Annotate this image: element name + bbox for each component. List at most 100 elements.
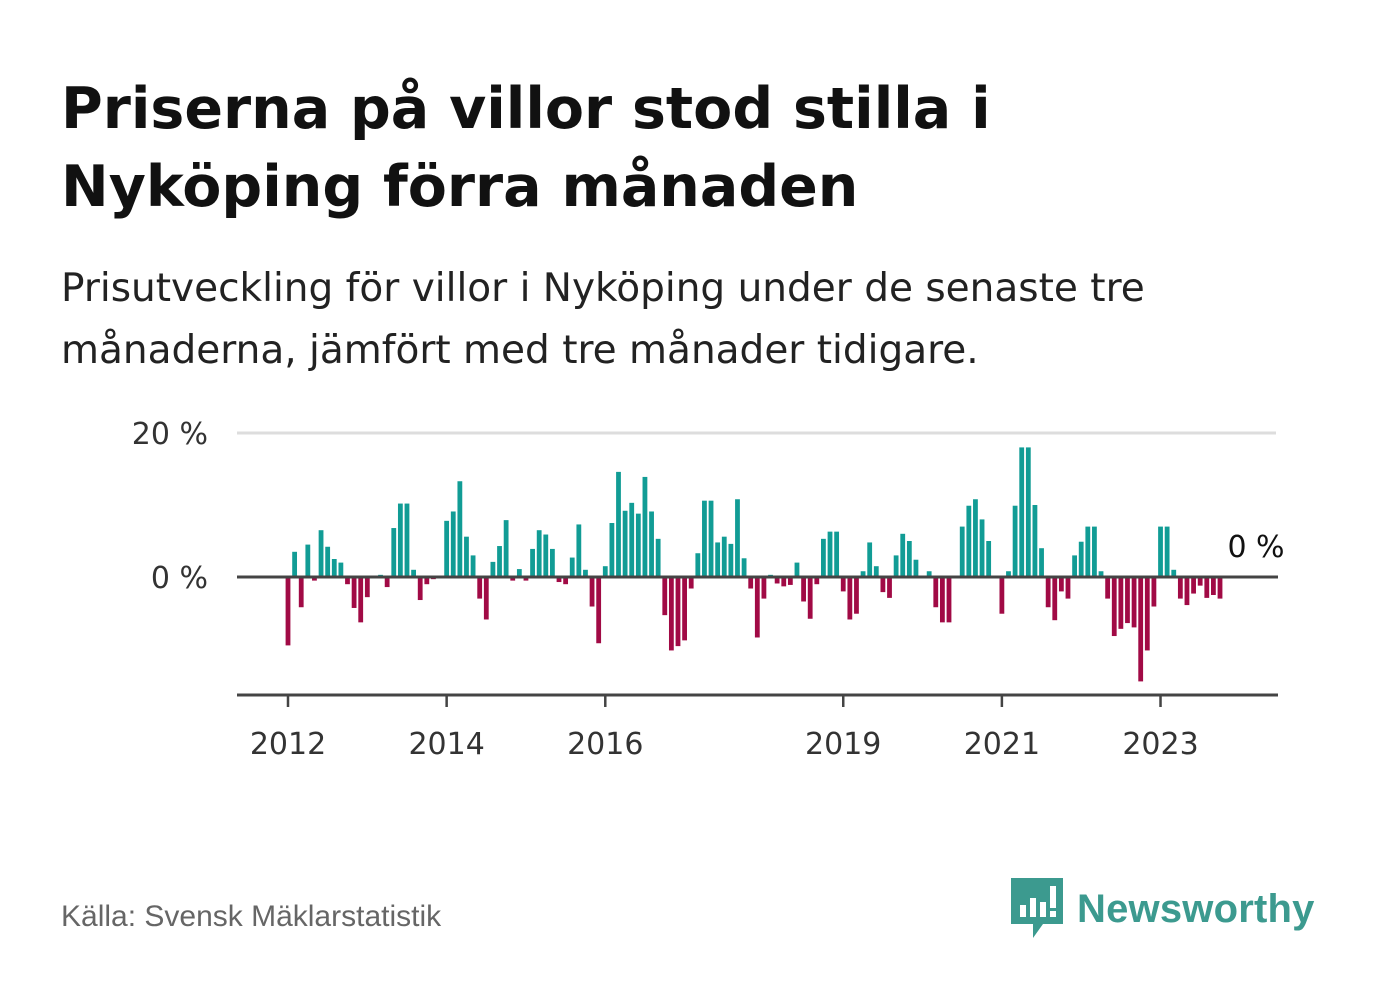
bar	[1012, 505, 1018, 577]
bar	[1204, 577, 1210, 598]
bar	[1211, 577, 1216, 595]
bar	[556, 577, 562, 583]
bar	[1111, 577, 1117, 637]
bar	[477, 577, 483, 599]
bar	[1078, 541, 1084, 577]
bar	[959, 526, 965, 577]
bar	[483, 577, 489, 620]
bar	[338, 562, 344, 577]
bar	[364, 577, 370, 598]
bar	[1151, 577, 1157, 607]
newsworthy-brand[interactable]: Newsworthy	[1011, 878, 1315, 940]
bar	[900, 533, 906, 577]
bar	[834, 531, 840, 577]
bar	[1118, 577, 1124, 629]
bar	[536, 530, 542, 577]
bar	[807, 577, 813, 619]
bar	[450, 511, 456, 577]
bar	[906, 541, 912, 577]
bar	[708, 500, 714, 577]
bar	[358, 577, 364, 623]
bar	[305, 544, 311, 577]
bar	[503, 520, 509, 577]
bar	[1158, 526, 1163, 577]
bar	[966, 505, 972, 577]
bar	[470, 555, 476, 577]
bar	[682, 577, 687, 641]
bar	[510, 577, 516, 581]
bar	[1171, 569, 1177, 577]
bar	[893, 555, 899, 577]
bar	[622, 510, 628, 577]
bar	[318, 530, 324, 577]
bar	[1065, 577, 1071, 599]
bar	[847, 577, 853, 620]
bar	[1197, 577, 1203, 586]
bar	[973, 499, 978, 577]
bar	[1138, 577, 1144, 682]
bar	[1052, 577, 1058, 621]
bar	[1025, 447, 1031, 577]
last-value-label: 0 %	[1227, 530, 1284, 565]
bar	[1098, 571, 1104, 577]
bar	[490, 561, 496, 577]
bar	[424, 577, 430, 585]
bar	[1072, 555, 1077, 577]
bar	[1019, 447, 1025, 577]
bar	[351, 577, 357, 608]
bar	[642, 476, 648, 577]
bar	[1131, 577, 1137, 628]
bar	[860, 571, 866, 577]
bar	[1058, 577, 1064, 592]
x-tick-label: 2023	[1122, 727, 1198, 762]
bar	[596, 577, 602, 644]
bar	[748, 577, 754, 589]
bar	[1105, 577, 1111, 599]
bar	[609, 523, 615, 577]
bar	[417, 577, 423, 601]
bar	[873, 566, 879, 577]
bar	[331, 559, 337, 577]
bar	[880, 577, 886, 593]
chart-title: Priserna på villor stod stilla i Nyköpin…	[61, 76, 991, 220]
bar	[1144, 577, 1150, 651]
bar	[563, 577, 569, 585]
bar	[1125, 577, 1130, 624]
bar	[576, 524, 582, 577]
bar	[298, 577, 304, 608]
bar	[827, 531, 833, 577]
bar	[1006, 571, 1011, 577]
bar	[801, 577, 806, 602]
bar	[530, 548, 535, 577]
bar	[583, 569, 588, 577]
bar	[721, 536, 727, 577]
bar	[404, 503, 410, 577]
bar	[1032, 505, 1038, 577]
bar	[1191, 577, 1196, 594]
bar	[523, 577, 529, 581]
bar	[292, 551, 298, 577]
bar	[774, 577, 780, 584]
bar	[444, 520, 450, 577]
x-tick-label: 2016	[567, 727, 643, 762]
bar	[675, 577, 681, 647]
bar	[854, 577, 859, 614]
bar	[1217, 577, 1223, 599]
bar	[979, 519, 985, 577]
bar	[688, 577, 694, 589]
x-tick-label: 2019	[805, 727, 881, 762]
bar	[887, 577, 892, 598]
bar	[616, 471, 621, 577]
bar	[1164, 526, 1170, 577]
chart-subtitle: Prisutveckling för villor i Nyköping und…	[61, 266, 1145, 373]
bar	[761, 577, 767, 599]
bar	[741, 558, 747, 577]
bar	[550, 548, 555, 577]
bar	[649, 511, 654, 577]
bar	[695, 553, 701, 577]
bar	[794, 562, 800, 577]
bar	[715, 542, 721, 577]
bar	[1184, 577, 1190, 606]
bar	[457, 481, 463, 577]
bar	[569, 557, 575, 577]
